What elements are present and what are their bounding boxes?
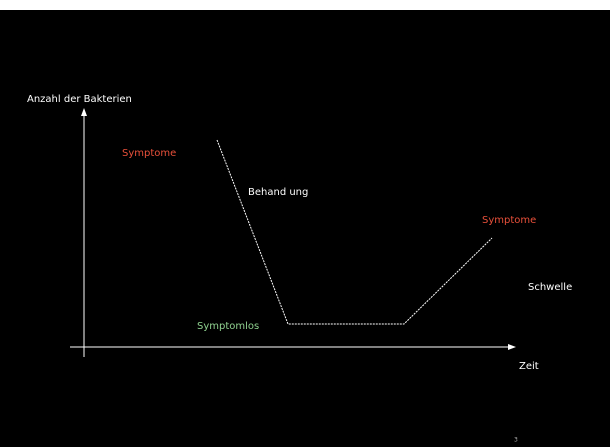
symptoms-label: Symptome — [482, 215, 536, 226]
y-axis-label: Anzahl der Bakterien — [27, 94, 132, 105]
treatment-label: Behand ung — [248, 187, 308, 198]
symptomless-label: Symptomlos — [197, 321, 259, 332]
x-axis-label: Zeit — [519, 361, 539, 372]
bacteria-curve — [216, 139, 493, 325]
slide-background — [0, 10, 610, 447]
x-axis-arrow — [508, 344, 516, 350]
symptoms-label: Symptome — [122, 148, 176, 159]
page-number: 3 — [514, 437, 518, 444]
threshold-label: Schwelle — [528, 282, 572, 293]
y-axis-arrow — [81, 108, 87, 116]
